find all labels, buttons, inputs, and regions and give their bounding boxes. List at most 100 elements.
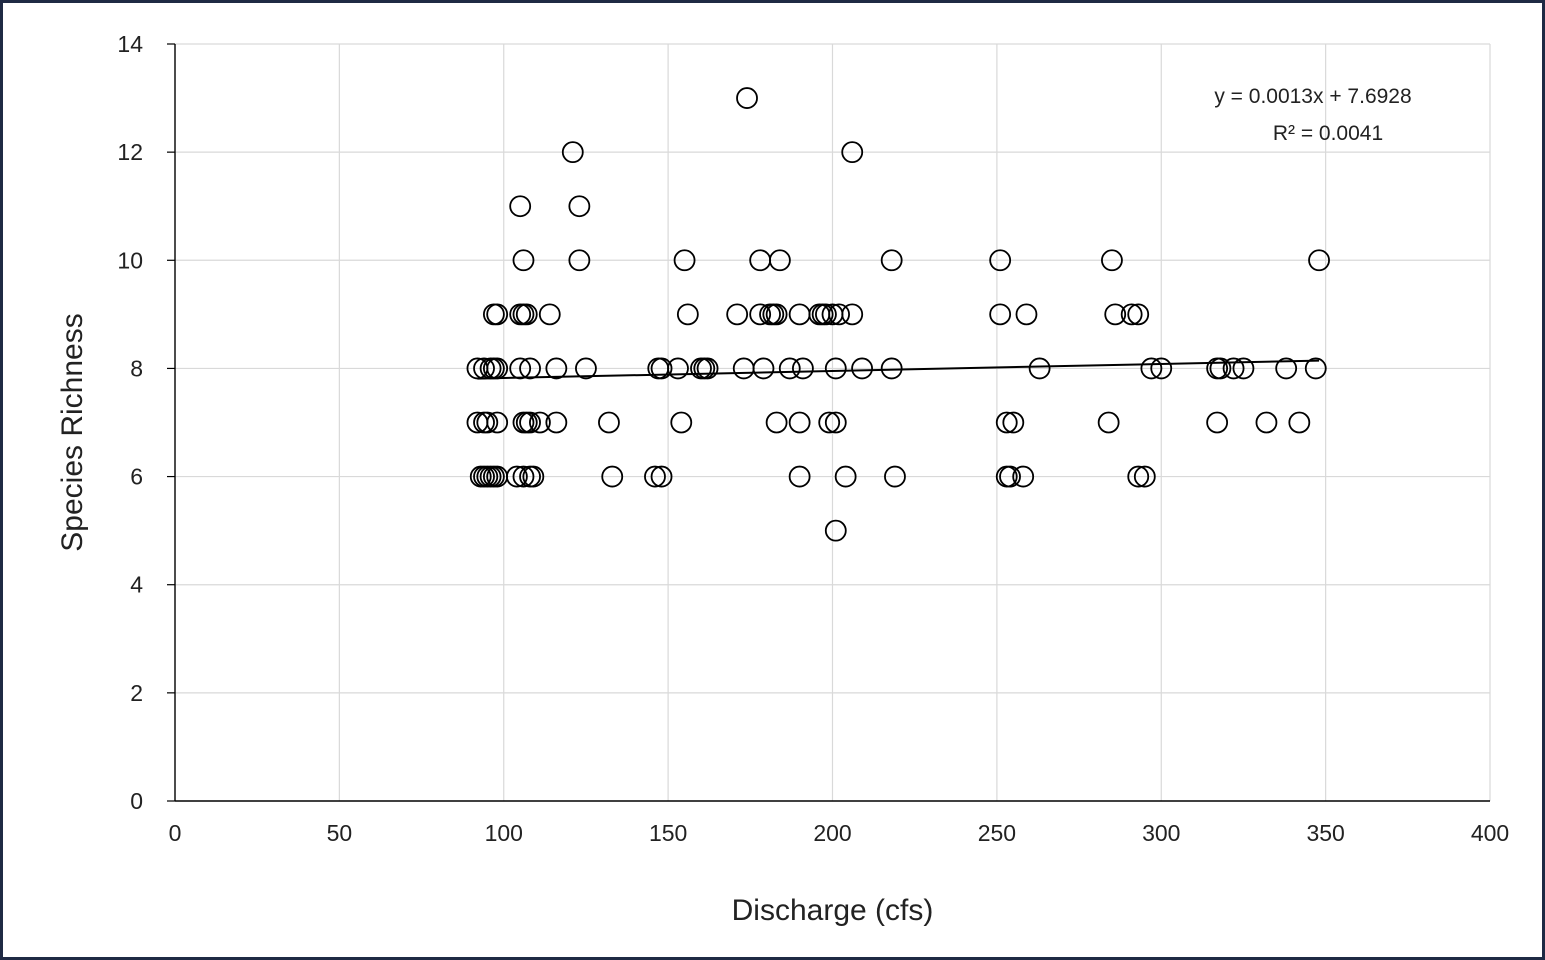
data-point: [765, 411, 788, 434]
data-point: [1304, 357, 1327, 380]
data-point: [676, 303, 699, 326]
data-point: [1206, 411, 1229, 434]
x-axis-title: Discharge (cfs): [732, 894, 934, 927]
y-tick-label: 0: [130, 788, 143, 814]
data-point: [515, 303, 538, 326]
data-point: [486, 303, 509, 326]
y-axis-title: Species Richness: [56, 313, 89, 551]
data-point: [1028, 357, 1051, 380]
axes: [167, 43, 1490, 802]
x-tick-labels: 0 50 100 150 200 250 300 350 400: [169, 820, 1510, 846]
data-point: [1209, 357, 1232, 380]
trendline-equation: y = 0.0013x + 7.6928: [1214, 85, 1411, 108]
data-point: [880, 249, 903, 272]
data-point: [529, 411, 551, 434]
x-tick-label: 0: [169, 820, 182, 846]
trendline-r2: R² = 0.0041: [1273, 122, 1383, 145]
y-tick-labels: 0 2 4 6 8 10 12 14: [117, 31, 143, 814]
x-tick-label: 250: [978, 820, 1016, 846]
data-point: [519, 357, 541, 380]
data-point: [1133, 465, 1156, 488]
data-point: [1101, 249, 1123, 272]
data-point: [509, 357, 532, 380]
data-point: [486, 357, 509, 380]
data-point: [670, 411, 693, 434]
y-tick-label: 8: [130, 355, 143, 381]
data-point: [568, 249, 591, 272]
data-point: [765, 303, 788, 326]
data-point: [749, 303, 772, 326]
data-point: [1127, 465, 1150, 488]
data-point: [1002, 411, 1025, 434]
x-tick-label: 300: [1142, 820, 1180, 846]
data-point: [792, 357, 814, 380]
data-point: [736, 87, 758, 109]
data-point: [752, 357, 775, 380]
data-point: [1222, 357, 1245, 380]
data-point: [824, 519, 847, 542]
data-point: [1308, 249, 1330, 272]
data-point: [598, 411, 620, 434]
data-point: [788, 411, 811, 434]
data-point: [841, 141, 864, 164]
x-tick-label: 350: [1306, 820, 1344, 846]
data-point: [509, 195, 532, 218]
data-point: [486, 411, 509, 434]
data-point: [575, 357, 597, 380]
data-point: [726, 303, 749, 326]
data-point: [545, 357, 568, 380]
data-point: [880, 357, 903, 380]
data-point: [818, 411, 841, 434]
x-tick-label: 400: [1471, 820, 1509, 846]
data-point: [995, 411, 1018, 434]
x-tick-label: 150: [649, 820, 687, 846]
x-tick-label: 100: [485, 820, 523, 846]
data-point: [989, 249, 1012, 272]
data-point: [1255, 411, 1278, 434]
data-point: [999, 465, 1021, 488]
data-point: [538, 303, 561, 326]
data-points: [466, 87, 1330, 542]
data-point: [788, 465, 811, 488]
data-point: [522, 465, 545, 488]
data-point: [696, 357, 719, 380]
data-point: [1140, 357, 1163, 380]
trendline-group: [477, 359, 1320, 380]
data-point: [512, 249, 535, 272]
data-point: [473, 357, 495, 380]
data-point: [650, 465, 673, 488]
data-point: [519, 411, 541, 434]
data-point: [989, 303, 1012, 326]
data-point: [1232, 357, 1255, 380]
data-point: [1127, 303, 1150, 326]
data-point: [834, 465, 857, 488]
data-point: [884, 465, 906, 488]
y-tick-label: 2: [130, 680, 143, 706]
y-tick-label: 4: [130, 572, 143, 598]
data-point: [788, 303, 811, 326]
data-point: [512, 465, 535, 488]
data-point: [1012, 465, 1035, 488]
x-tick-label: 50: [327, 820, 353, 846]
data-point: [828, 303, 850, 326]
y-tick-label: 12: [117, 139, 143, 165]
data-point: [778, 357, 801, 380]
data-point: [673, 249, 696, 272]
data-point: [650, 357, 673, 380]
data-point: [667, 357, 689, 380]
data-point: [824, 357, 847, 380]
data-point: [815, 303, 837, 326]
y-tick-label: 10: [117, 247, 143, 273]
data-point: [769, 249, 791, 272]
y-tick-label: 14: [117, 31, 143, 57]
data-point: [1275, 357, 1298, 380]
data-point: [1097, 411, 1120, 434]
data-point: [1015, 303, 1038, 326]
trendline: [477, 359, 1320, 380]
data-point: [568, 195, 591, 218]
data-point: [545, 411, 568, 434]
data-point: [1150, 357, 1173, 380]
data-point: [841, 303, 864, 326]
